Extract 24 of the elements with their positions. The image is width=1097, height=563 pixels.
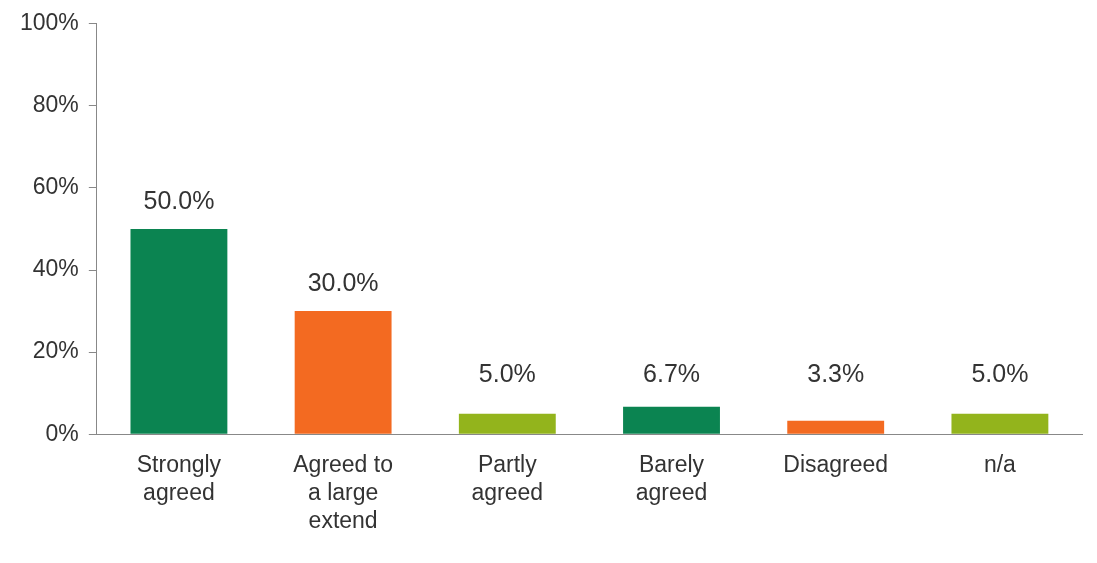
data-label: 50.0% — [143, 186, 215, 215]
bar — [294, 311, 392, 434]
data-label: 3.3% — [807, 358, 865, 387]
bar — [458, 413, 556, 434]
x-tick-label: Partly agreed — [471, 451, 544, 505]
x-tick-label: Barely agreed — [635, 451, 708, 505]
data-label: 5.0% — [478, 358, 536, 387]
bar — [951, 413, 1049, 434]
data-label: 30.0% — [307, 268, 379, 297]
data-label: 6.7% — [643, 358, 700, 387]
y-tick-label: 0% — [45, 419, 79, 446]
x-tick-label: Strongly agreed — [136, 451, 222, 505]
y-tick-label: 40% — [32, 255, 79, 282]
x-tick-label: n/a — [983, 451, 1017, 478]
y-tick-label: 60% — [32, 173, 79, 200]
bar — [130, 229, 228, 434]
x-tick-label: Agreed to a large extend — [293, 451, 393, 533]
x-tick-label: Disagreed — [783, 451, 889, 478]
y-tick-label: 100% — [20, 9, 79, 36]
y-tick-label: 20% — [32, 337, 79, 364]
bar — [623, 406, 720, 434]
y-tick-label: 80% — [32, 91, 79, 118]
bar — [787, 420, 885, 434]
data-label: 5.0% — [971, 358, 1029, 387]
